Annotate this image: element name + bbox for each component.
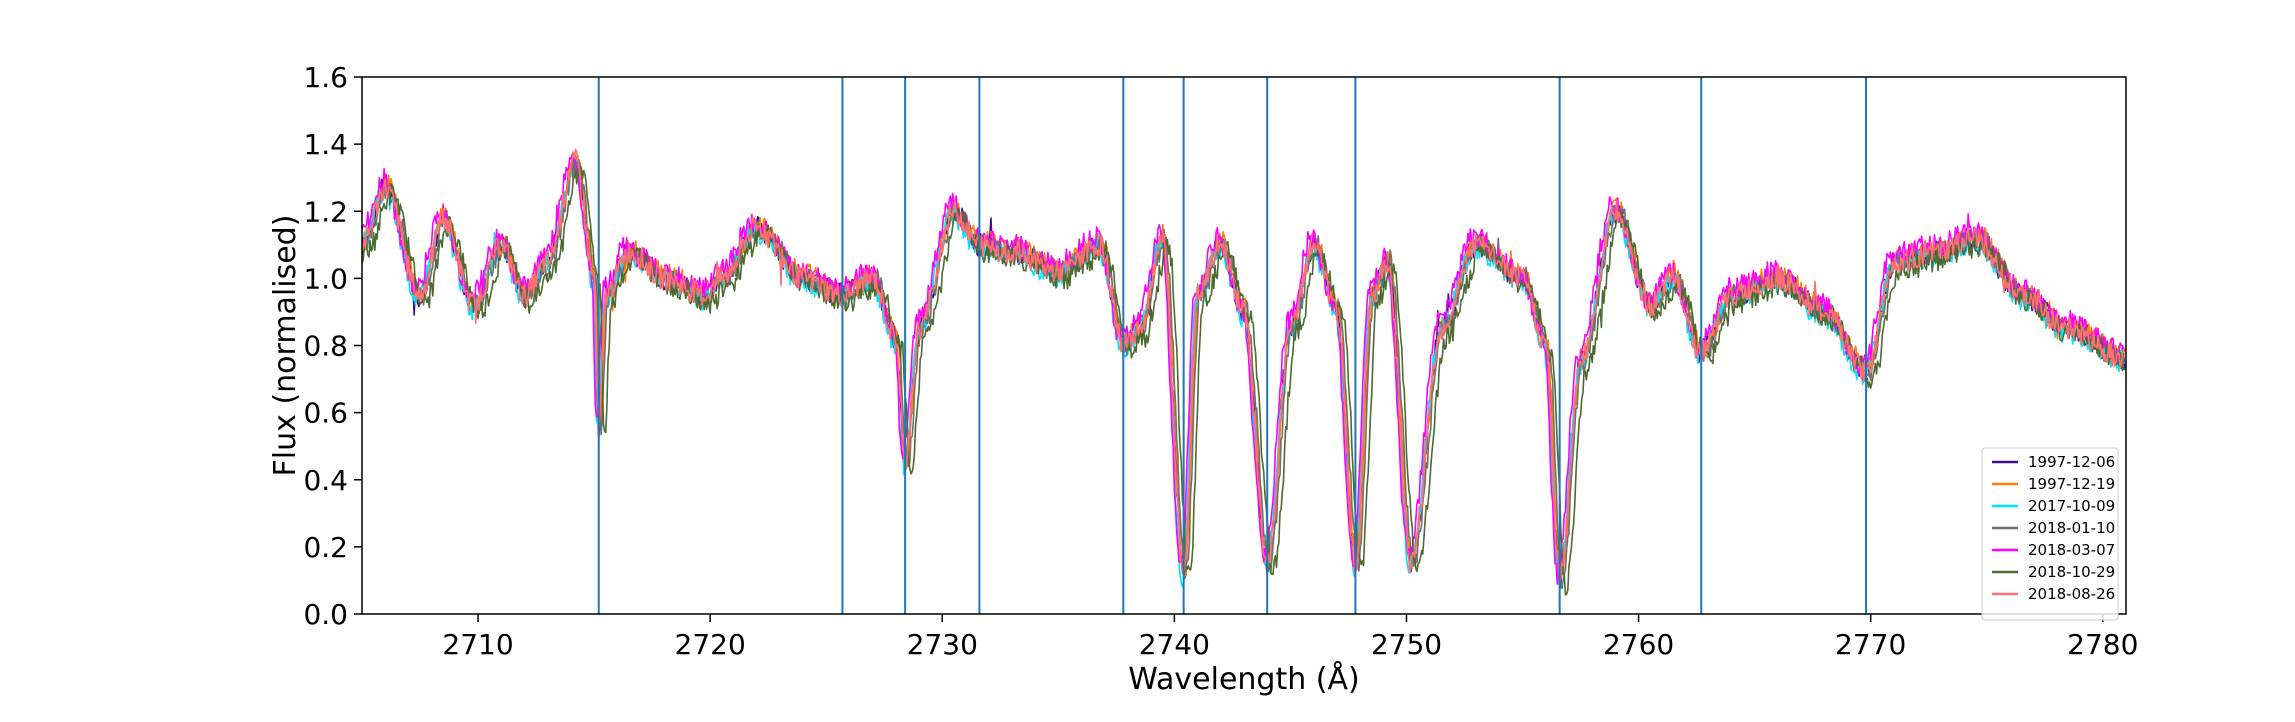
legend-label: 1997-12-19 [2028, 475, 2115, 493]
x-tick-label: 2720 [675, 628, 746, 661]
marker-lines-layer [597, 77, 1868, 614]
legend-label: 2018-10-29 [2028, 563, 2115, 581]
legend-label: 2018-08-26 [2028, 585, 2115, 603]
y-tick-label: 1.4 [303, 128, 348, 161]
x-tick-label: 2760 [1603, 628, 1674, 661]
y-tick-label: 0.4 [303, 464, 348, 497]
series-layer [362, 148, 2126, 596]
series-line-2018-10-29 [362, 165, 2126, 596]
plot-frame [361, 76, 2127, 615]
legend-box [1981, 447, 2119, 621]
y-axis-ticks: 0.0 0.2 0.4 0.6 0.8 1.0 1.2 1.4 1.6 [303, 61, 362, 631]
legend-label: 2017-10-09 [2028, 497, 2115, 515]
x-tick-label: 2710 [442, 628, 513, 661]
y-tick-label: 1.0 [303, 262, 348, 295]
y-axis-label: Flux (normalised) [268, 215, 303, 477]
y-tick-label: 1.6 [303, 61, 348, 94]
x-tick-label: 2780 [2067, 628, 2138, 661]
legend-label: 1997-12-06 [2028, 453, 2115, 471]
y-tick-label: 0.2 [303, 531, 348, 564]
legend-label: 2018-03-07 [2028, 541, 2115, 559]
legend: 1997-12-06 1997-12-19 2017-10-09 2018-01-10… [1981, 447, 2119, 621]
x-tick-label: 2770 [1835, 628, 1906, 661]
series-line-2018-08-26 [362, 148, 2126, 583]
x-tick-label: 2750 [1371, 628, 1442, 661]
x-axis-ticks: 2710 2720 2730 2740 2750 2760 2770 2780 [442, 614, 2138, 661]
legend-label: 2018-01-10 [2028, 519, 2115, 537]
x-tick-label: 2740 [1139, 628, 1210, 661]
y-tick-label: 0.0 [303, 598, 348, 631]
x-axis-label: Wavelength (Å) [1128, 661, 1359, 697]
y-tick-label: 0.8 [303, 330, 348, 363]
x-tick-label: 2730 [907, 628, 978, 661]
y-tick-label: 0.6 [303, 397, 348, 430]
y-tick-label: 1.2 [303, 195, 348, 228]
